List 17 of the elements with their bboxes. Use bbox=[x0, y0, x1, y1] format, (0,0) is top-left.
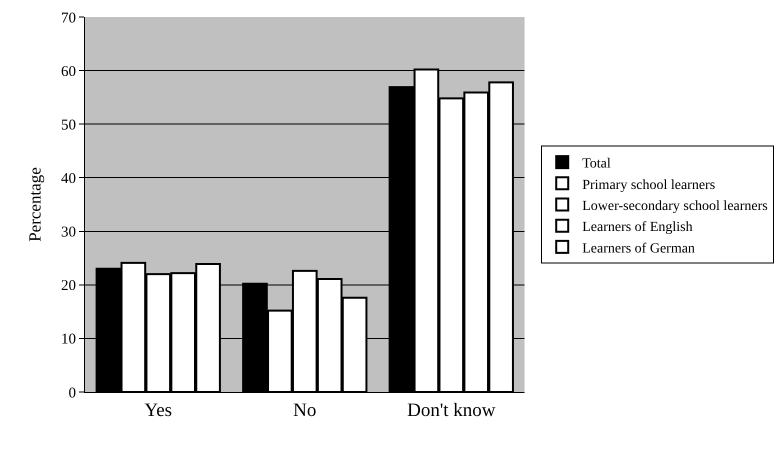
y-tick-label: 50 bbox=[61, 117, 76, 134]
x-tick-label: No bbox=[293, 400, 316, 421]
legend-label: Total bbox=[582, 156, 611, 172]
legend-label: Lower-secondary school learners bbox=[582, 198, 768, 214]
x-tick-label: Don't know bbox=[407, 400, 496, 421]
x-tick-label: Yes bbox=[144, 400, 172, 421]
legend-label: Primary school learners bbox=[582, 178, 716, 193]
legend-label: Learners of German bbox=[582, 241, 695, 256]
y-tick-label: 10 bbox=[61, 332, 76, 348]
y-axis-title: Percentage bbox=[26, 167, 45, 242]
y-tick-label: 60 bbox=[61, 64, 76, 80]
y-tick-label: 30 bbox=[61, 224, 76, 241]
y-tick-label: 40 bbox=[61, 170, 76, 187]
y-tick-label: 70 bbox=[61, 10, 76, 26]
y-tick-label: 0 bbox=[68, 385, 76, 402]
legend-label: Learners of English bbox=[582, 220, 693, 236]
y-tick-label: 20 bbox=[61, 278, 76, 294]
